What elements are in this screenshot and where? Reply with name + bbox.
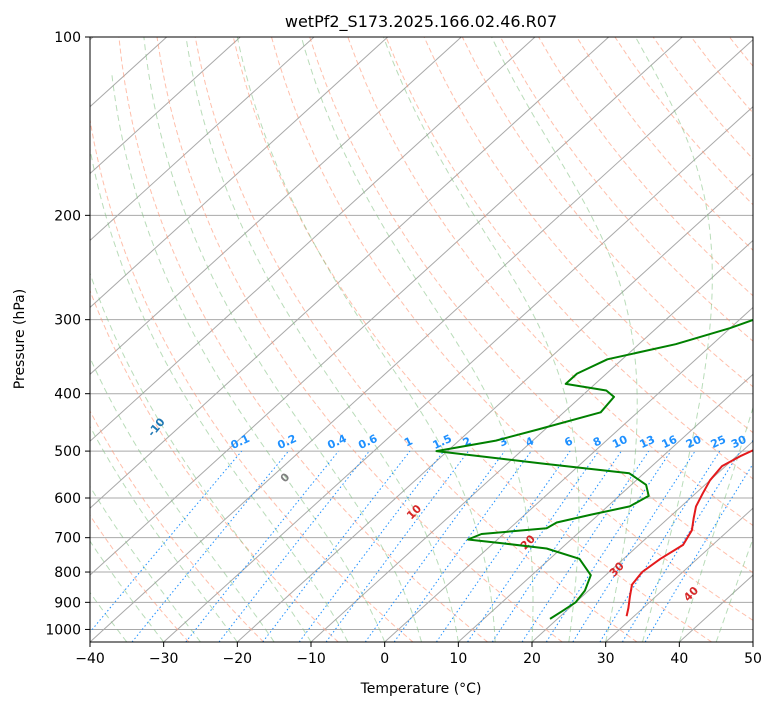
isotherm-line [752, 641, 753, 642]
x-tick-label: −20 [223, 651, 253, 667]
moist-adiabat-line [185, 37, 459, 642]
dewpoint-profile-line [435, 318, 753, 620]
isotherm-line [90, 37, 683, 576]
dry-adiabat-line [309, 37, 753, 574]
mixing-ratio-label: 25 [709, 433, 728, 451]
isotherm-line [531, 440, 753, 642]
y-tick-label: 1000 [45, 622, 81, 638]
y-tick-label: 500 [54, 444, 81, 460]
y-tick-label: 400 [54, 387, 81, 403]
mixing-ratio-line [644, 462, 753, 642]
y-tick-label: 800 [54, 565, 81, 581]
isotherm-line [90, 37, 389, 309]
isotherm-line [236, 172, 753, 642]
moist-adiabat-line [383, 37, 580, 642]
y-axis-title: Pressure (hPa) [12, 289, 28, 389]
x-tick-label: 10 [449, 651, 467, 667]
mixing-ratio-line [185, 450, 339, 642]
mixing-ratio-line [131, 450, 289, 642]
chart-title: wetPf2_S173.2025.166.02.46.R07 [285, 12, 557, 32]
dry-adiabat-line [118, 37, 488, 642]
isotherm-line [90, 37, 462, 375]
y-tick-label: 300 [54, 313, 81, 329]
dry-adiabat-line [271, 37, 753, 621]
moist-adiabat-line [300, 37, 534, 642]
mixing-ratio-line [90, 450, 243, 633]
moist-adiabat-line [752, 640, 753, 642]
x-tick-label: 20 [523, 651, 541, 667]
mixing-ratio-label: 13 [638, 433, 657, 451]
profiles [435, 318, 753, 620]
y-tick-label: 200 [54, 208, 81, 224]
x-tick-label: 30 [597, 651, 615, 667]
mixing-ratio-label: 30 [729, 433, 749, 451]
background-lines [90, 37, 775, 642]
temperature-profile-line [625, 449, 753, 617]
moist-adiabat-line [236, 37, 496, 642]
isotherm-line [90, 37, 315, 242]
y-axis: 100 200 300 400 500 600 700 800 900 1000 [45, 30, 90, 638]
mixing-ratio-label: 36 [750, 433, 770, 451]
isotherm-line [605, 507, 753, 642]
x-tick-label: −40 [75, 651, 105, 667]
mixing-ratio-label: 10 [610, 433, 630, 451]
mixing-ratio-line [621, 450, 741, 642]
x-tick-label: −10 [296, 651, 326, 667]
isotherm-line [163, 105, 753, 642]
mixing-ratio-line [521, 450, 650, 642]
moist-adiabat-line [678, 405, 753, 642]
y-tick-label: 600 [54, 491, 81, 507]
mixing-ratio-line [435, 450, 571, 642]
dry-adiabat-line [232, 37, 712, 642]
dry-adiabat-line [347, 37, 753, 527]
y-tick-label: 100 [54, 30, 81, 46]
dry-adiabat-line [90, 116, 414, 642]
moist-adiabat-line [90, 146, 349, 642]
x-tick-label: 50 [744, 651, 762, 667]
x-axis: −40 −30 −20 −10 0 10 20 30 40 50 [75, 642, 762, 667]
mixing-ratio-line [545, 450, 672, 642]
mixing-ratio-label: 16 [660, 433, 680, 451]
moist-adiabat-line [143, 37, 422, 642]
moist-adiabat-line [715, 537, 753, 642]
isotherm-line [90, 37, 610, 509]
mixing-ratio-line [467, 450, 600, 642]
isotherm-line [384, 306, 753, 642]
x-axis-title: Temperature (°C) [360, 681, 482, 697]
dry-adiabat-line [499, 37, 753, 342]
isotherm-line [457, 373, 753, 642]
moist-adiabat-line [111, 72, 386, 642]
moist-adiabat-line [491, 37, 638, 642]
mixing-ratio-line [572, 450, 696, 642]
mixing-ratio-line [364, 450, 506, 642]
dry-adiabat-line [768, 37, 775, 642]
isotherm-line [90, 37, 536, 442]
mixing-ratio-label: 20 [684, 433, 704, 451]
x-tick-label: −30 [149, 651, 179, 667]
mixing-ratio-line [298, 450, 445, 642]
dry-adiabat-line [194, 37, 638, 642]
dry-adiabat-line [156, 37, 563, 642]
mixing-ratio-line [325, 450, 469, 642]
moist-adiabat-line [635, 37, 713, 642]
y-tick-label: 900 [54, 595, 81, 611]
mixing-ratio-line [491, 450, 622, 642]
dry-adiabat-line [423, 37, 753, 434]
y-tick-label: 700 [54, 531, 81, 547]
plot-frame [89, 36, 754, 643]
moist-adiabat-line [90, 425, 238, 642]
x-tick-label: 0 [380, 651, 389, 667]
isotherm-line [90, 37, 241, 175]
mixing-ratio-line [393, 450, 532, 642]
dry-adiabat-line [90, 410, 264, 642]
x-tick-label: 40 [670, 651, 688, 667]
